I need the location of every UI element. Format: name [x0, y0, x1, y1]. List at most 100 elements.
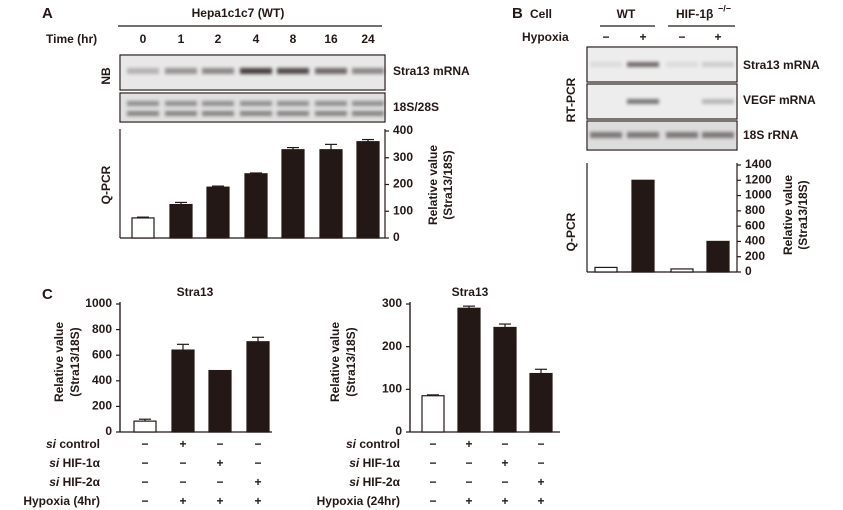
time-point: 8: [290, 32, 297, 46]
bar: [457, 307, 481, 433]
condition-mark: +: [465, 437, 472, 451]
blot-label: 18S/28S: [393, 100, 439, 114]
y-axis-label: Relative value: [426, 145, 440, 225]
bar: [169, 203, 193, 239]
y-tick-label: 1400: [745, 157, 772, 171]
bar: [208, 369, 232, 433]
condition-mark: +: [465, 494, 472, 508]
condition-name: Hypoxia (24hr): [317, 494, 400, 508]
y-tick-label: 1000: [745, 188, 772, 202]
condition-mark: −: [179, 475, 186, 489]
condition-name: HIF-1α: [363, 456, 401, 470]
blot-band: [165, 101, 197, 106]
blot-band: [202, 68, 234, 74]
hypoxia-mark: +: [714, 30, 721, 44]
time-label: Time (hr): [46, 32, 97, 46]
y-tick-label: 1200: [745, 172, 772, 186]
condition-name: Hypoxia (4hr): [23, 494, 100, 508]
condition-prefix: si: [49, 475, 60, 489]
bar: [421, 395, 445, 433]
blot-band: [702, 132, 734, 138]
bar: [206, 186, 230, 239]
blot-frame: [586, 83, 738, 120]
blot-band: [627, 99, 659, 104]
condition-name: control: [359, 437, 400, 451]
blot-frame: [586, 120, 738, 151]
bar: [133, 420, 157, 433]
blot-band: [277, 111, 309, 116]
bar: [706, 240, 730, 273]
condition-mark: −: [501, 437, 508, 451]
condition-mark: −: [254, 437, 261, 451]
blot-band: [127, 68, 159, 74]
y-tick-label: 800: [92, 322, 112, 336]
y-axis-label: Relative value: [52, 322, 66, 402]
blot-band: [702, 62, 734, 67]
condition-prefix: si: [49, 456, 60, 470]
condition-label: si HIF-1α: [349, 456, 400, 470]
y-tick-label: 400: [393, 123, 413, 137]
condition-mark: −: [429, 456, 436, 470]
y-tick-label: 200: [92, 399, 112, 413]
y-tick-label: 600: [92, 347, 112, 361]
bar: [131, 217, 155, 239]
blot-label: VEGF mRNA: [743, 93, 816, 107]
cell-label: Cell: [530, 7, 552, 21]
condition-mark: −: [216, 437, 223, 451]
condition-label: Hypoxia (24hr): [317, 494, 400, 508]
y-tick-label: 400: [745, 234, 765, 248]
condition-mark: +: [501, 494, 508, 508]
bar: [171, 349, 195, 433]
chart-title: Stra13: [452, 285, 489, 299]
blot-band: [127, 111, 159, 116]
hypoxia-mark: +: [639, 30, 646, 44]
condition-label: si HIF-1α: [49, 456, 100, 470]
y-tick-label: 0: [395, 424, 402, 438]
hypoxia-label: Hypoxia: [522, 30, 569, 44]
condition-mark: −: [141, 494, 148, 508]
bar: [319, 149, 343, 239]
blot-bg: [121, 94, 384, 121]
condition-mark: −: [429, 494, 436, 508]
condition-mark: +: [537, 475, 544, 489]
condition-mark: −: [537, 437, 544, 451]
condition-mark: −: [141, 437, 148, 451]
blot-label: Stra13 mRNA: [743, 58, 820, 72]
y-tick-label: 300: [393, 150, 413, 164]
blot-band: [202, 111, 234, 116]
bar: [281, 149, 305, 239]
y-axis-label: (Stra13/18S): [344, 327, 358, 396]
condition-label: Hypoxia (4hr): [23, 494, 100, 508]
bar: [670, 268, 694, 273]
blot-band: [315, 101, 347, 106]
blot-label: 18S rRNA: [743, 128, 799, 142]
condition-mark: −: [429, 475, 436, 489]
blot-band: [240, 101, 272, 106]
condition-label: si HIF-2α: [349, 475, 400, 489]
condition-mark: +: [501, 456, 508, 470]
y-tick-label: 0: [105, 424, 112, 438]
condition-prefix: si: [346, 437, 357, 451]
side-label: RT-PCR: [564, 77, 578, 122]
side-label: Q-PCR: [564, 212, 578, 251]
blot-frame: [119, 54, 386, 91]
y-tick-label: 0: [745, 264, 752, 278]
blot-band: [315, 111, 347, 116]
blot-band: [165, 68, 197, 74]
blot-band: [352, 101, 384, 106]
chart-title: Stra13: [177, 285, 214, 299]
hypoxia-mark: −: [602, 30, 609, 44]
condition-mark: +: [254, 494, 261, 508]
condition-name: HIF-1α: [63, 456, 101, 470]
panel-letter: C: [42, 286, 53, 303]
condition-name: control: [59, 437, 100, 451]
y-tick-label: 0: [393, 230, 400, 244]
condition-mark: +: [216, 494, 223, 508]
condition-mark: −: [254, 456, 261, 470]
blot-band: [277, 68, 309, 74]
condition-label: si HIF-2α: [49, 475, 100, 489]
blot-band: [277, 101, 309, 106]
blot-band: [352, 111, 384, 116]
blot-band: [666, 62, 698, 67]
